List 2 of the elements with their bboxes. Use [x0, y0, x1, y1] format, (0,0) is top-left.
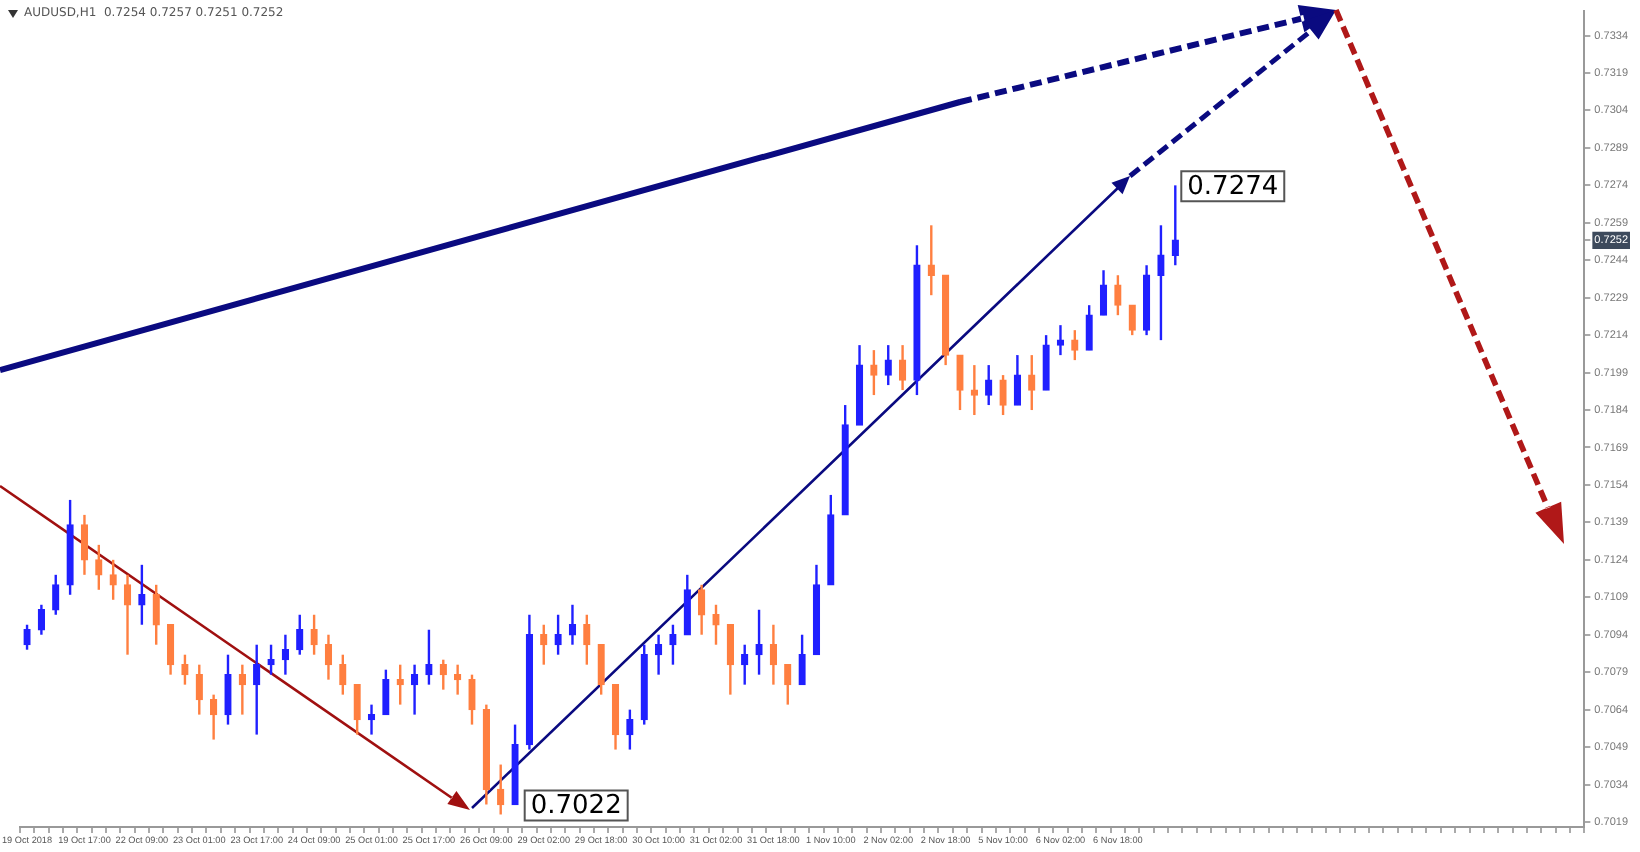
annotation: 0.7022	[530, 791, 622, 822]
annotation: 0.7274	[1187, 172, 1279, 203]
